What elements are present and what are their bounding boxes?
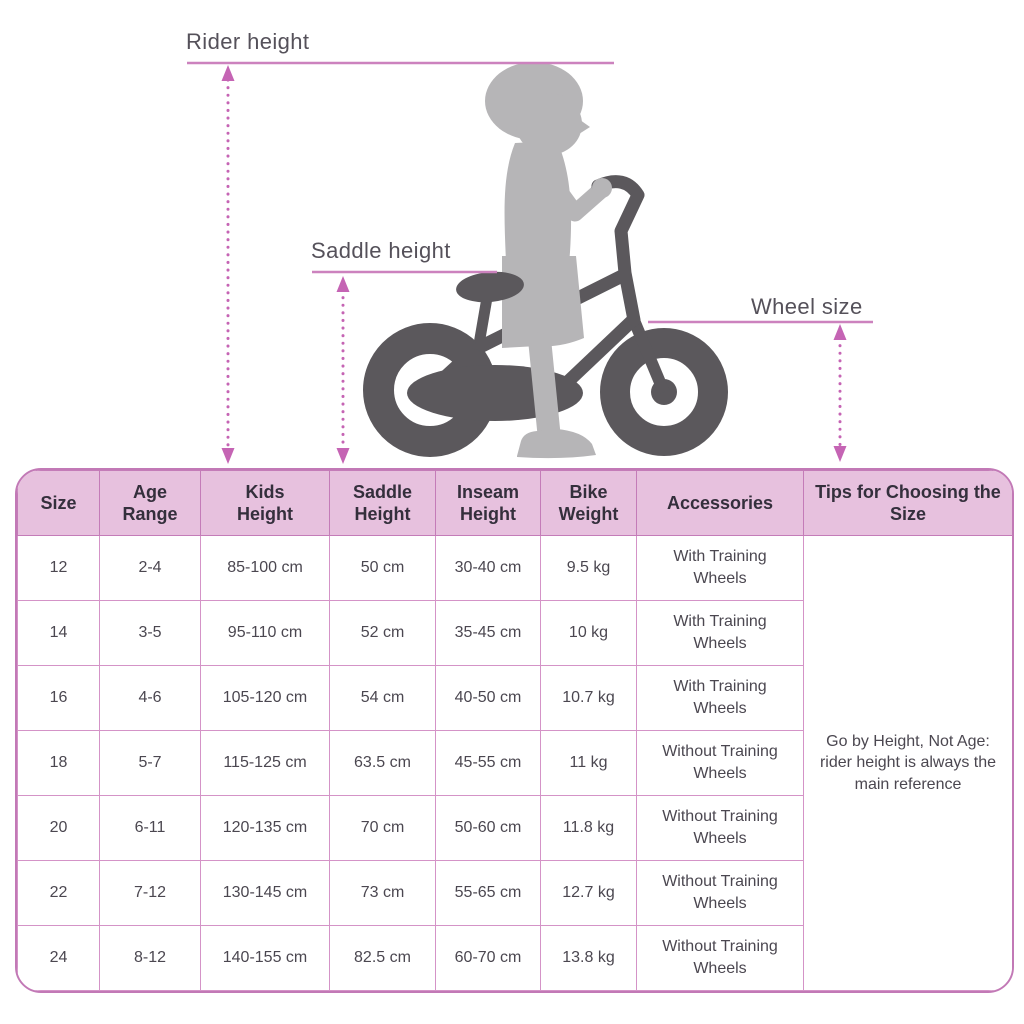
cell-size: 18 bbox=[17, 730, 100, 796]
arm bbox=[542, 171, 609, 222]
wheel-size-label: Wheel size bbox=[751, 294, 863, 319]
cell-bike-weight: 10.7 kg bbox=[540, 665, 637, 731]
cell-age-range: 3-5 bbox=[99, 600, 201, 666]
table-header-row: Size Age Range Kids Height Saddle Height… bbox=[17, 470, 1012, 536]
saddle-height-arrow bbox=[336, 276, 350, 464]
cell-inseam-height: 55-65 cm bbox=[435, 860, 541, 926]
cell-accessories: Without Training Wheels bbox=[636, 730, 804, 796]
arrowhead-up-icon bbox=[833, 324, 847, 340]
col-header-saddle-height: Saddle Height bbox=[329, 470, 436, 536]
cell-accessories: Without Training Wheels bbox=[636, 925, 804, 991]
cell-inseam-height: 60-70 cm bbox=[435, 925, 541, 991]
cell-age-range: 8-12 bbox=[99, 925, 201, 991]
cell-size: 22 bbox=[17, 860, 100, 926]
shoe bbox=[517, 429, 596, 459]
cell-bike-weight: 13.8 kg bbox=[540, 925, 637, 991]
cell-bike-weight: 11.8 kg bbox=[540, 795, 637, 861]
cell-age-range: 2-4 bbox=[99, 535, 201, 601]
cell-kids-height: 140-155 cm bbox=[200, 925, 330, 991]
cell-saddle-height: 73 cm bbox=[329, 860, 436, 926]
cell-kids-height: 115-125 cm bbox=[200, 730, 330, 796]
cell-kids-height: 85-100 cm bbox=[200, 535, 330, 601]
cell-saddle-height: 54 cm bbox=[329, 665, 436, 731]
col-header-kids-height: Kids Height bbox=[200, 470, 330, 536]
table-row: 18 5-7 115-125 cm 63.5 cm 45-55 cm 11 kg… bbox=[17, 730, 1013, 796]
cell-bike-weight: 9.5 kg bbox=[540, 535, 637, 601]
head bbox=[516, 93, 582, 155]
table-row: 24 8-12 140-155 cm 82.5 cm 60-70 cm 13.8… bbox=[17, 925, 1013, 991]
cell-saddle-height: 70 cm bbox=[329, 795, 436, 861]
table-row: 14 3-5 95-110 cm 52 cm 35-45 cm 10 kg Wi… bbox=[17, 600, 1013, 666]
cell-size: 12 bbox=[17, 535, 100, 601]
cell-bike-weight: 12.7 kg bbox=[540, 860, 637, 926]
child-and-bike-illustration bbox=[187, 61, 873, 464]
size-chart-table-container: Size Age Range Kids Height Saddle Height… bbox=[15, 468, 1014, 993]
child-silhouette bbox=[485, 62, 609, 459]
cell-saddle-height: 50 cm bbox=[329, 535, 436, 601]
hand bbox=[592, 178, 612, 198]
shorts bbox=[502, 256, 584, 348]
cell-accessories: With Training Wheels bbox=[636, 665, 804, 731]
cell-kids-height: 105-120 cm bbox=[200, 665, 330, 731]
size-chart-table: Size Age Range Kids Height Saddle Height… bbox=[17, 470, 1013, 991]
cell-inseam-height: 30-40 cm bbox=[435, 535, 541, 601]
arrowhead-down-icon bbox=[221, 448, 235, 464]
cell-saddle-height: 63.5 cm bbox=[329, 730, 436, 796]
cell-kids-height: 130-145 cm bbox=[200, 860, 330, 926]
cell-inseam-height: 35-45 cm bbox=[435, 600, 541, 666]
dimension-annotations bbox=[187, 61, 873, 464]
cell-tips: Go by Height, Not Age: rider height is a… bbox=[803, 535, 1012, 991]
cell-bike-weight: 11 kg bbox=[540, 730, 637, 796]
front-fork bbox=[627, 315, 670, 395]
table-row: 22 7-12 130-145 cm 73 cm 55-65 cm 12.7 k… bbox=[17, 860, 1013, 926]
nose bbox=[566, 110, 590, 141]
cell-saddle-height: 52 cm bbox=[329, 600, 436, 666]
col-header-inseam-height: Inseam Height bbox=[435, 470, 541, 536]
arrowhead-down-icon bbox=[833, 446, 847, 462]
arrowhead-up-icon bbox=[336, 276, 350, 292]
col-header-tips: Tips for Choosing the Size bbox=[803, 470, 1012, 536]
cell-accessories: With Training Wheels bbox=[636, 600, 804, 666]
cell-saddle-height: 82.5 cm bbox=[329, 925, 436, 991]
torso bbox=[504, 141, 572, 276]
saddle bbox=[456, 271, 524, 303]
cell-size: 20 bbox=[17, 795, 100, 861]
cell-size: 24 bbox=[17, 925, 100, 991]
cell-accessories: With Training Wheels bbox=[636, 535, 804, 601]
cell-size: 14 bbox=[17, 600, 100, 666]
cell-kids-height: 120-135 cm bbox=[200, 795, 330, 861]
bike-foreground-parts bbox=[456, 175, 645, 327]
rider-height-arrow bbox=[221, 65, 235, 464]
front-wheel bbox=[600, 328, 728, 456]
cell-accessories: Without Training Wheels bbox=[636, 795, 804, 861]
table-row: 12 2-4 85-100 cm 50 cm 30-40 cm 9.5 kg W… bbox=[17, 535, 1012, 991]
cell-accessories: Without Training Wheels bbox=[636, 860, 804, 926]
table-row: 20 6-11 120-135 cm 70 cm 50-60 cm 11.8 k… bbox=[17, 795, 1013, 861]
arrowhead-down-icon bbox=[336, 448, 350, 464]
cell-inseam-height: 45-55 cm bbox=[435, 730, 541, 796]
cell-size: 16 bbox=[17, 665, 100, 731]
leg bbox=[528, 332, 561, 446]
col-header-accessories: Accessories bbox=[636, 470, 804, 536]
cell-bike-weight: 10 kg bbox=[540, 600, 637, 666]
cell-age-range: 7-12 bbox=[99, 860, 201, 926]
col-header-size: Size bbox=[17, 470, 100, 536]
rider-height-label: Rider height bbox=[186, 29, 310, 54]
wheel-size-arrow bbox=[833, 324, 847, 462]
cell-age-range: 6-11 bbox=[99, 795, 201, 861]
table-row: 16 4-6 105-120 cm 54 cm 40-50 cm 10.7 kg… bbox=[17, 665, 1013, 731]
col-header-age-range: Age Range bbox=[99, 470, 201, 536]
cell-inseam-height: 40-50 cm bbox=[435, 665, 541, 731]
cell-age-range: 5-7 bbox=[99, 730, 201, 796]
col-header-bike-weight: Bike Weight bbox=[540, 470, 637, 536]
cell-inseam-height: 50-60 cm bbox=[435, 795, 541, 861]
cell-age-range: 4-6 bbox=[99, 665, 201, 731]
arrowhead-up-icon bbox=[221, 65, 235, 81]
handlebar bbox=[591, 175, 645, 327]
saddle-height-label: Saddle height bbox=[311, 238, 451, 263]
cell-kids-height: 95-110 cm bbox=[200, 600, 330, 666]
